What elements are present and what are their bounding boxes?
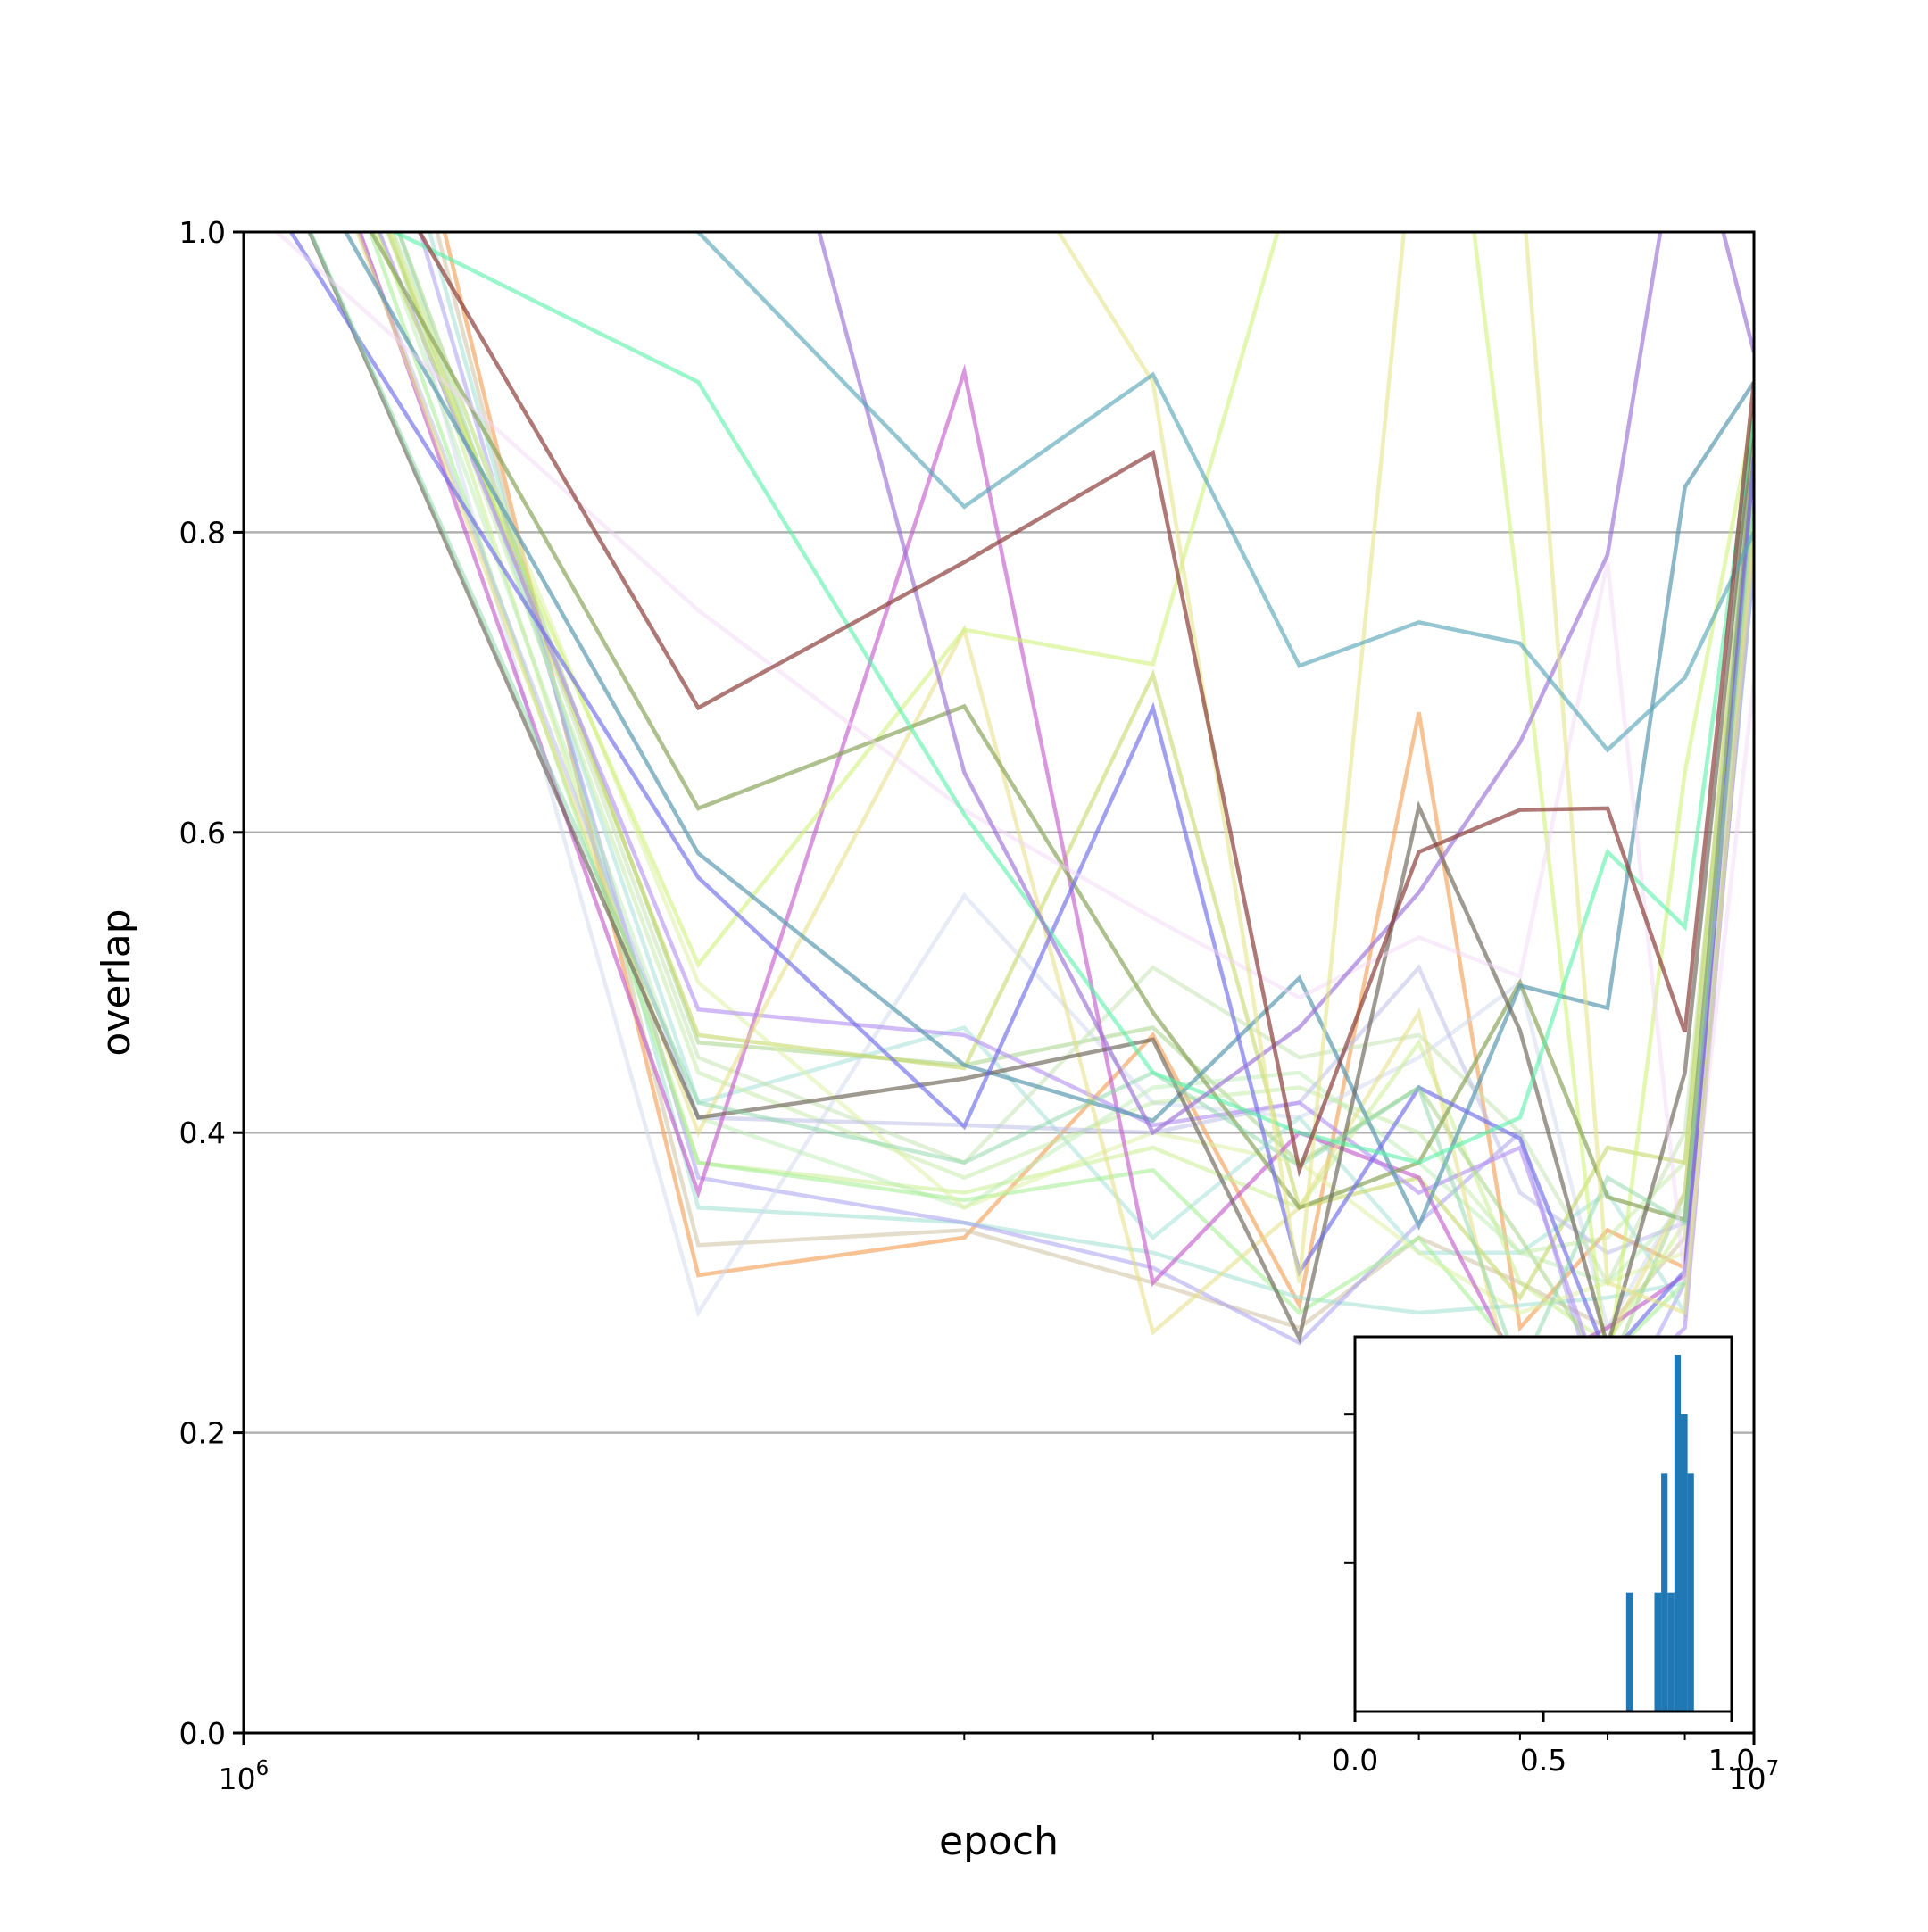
- series-line-28: [1056, 232, 1754, 1316]
- series-line-16: [357, 232, 1754, 1376]
- inset-histogram: 0.0 0.5 1.0: [1332, 1335, 1755, 1778]
- series-line-24: [308, 232, 1754, 1379]
- series-line-30: [417, 232, 1754, 1178]
- axis-ticks: 0.0 0.2 0.4 0.6 0.8 1.0 106 107: [179, 215, 1780, 1796]
- inset-axis-ticks: 0.0 0.5 1.0: [1332, 1413, 1755, 1778]
- inset-histogram-bar: [1625, 1592, 1633, 1712]
- x-tick-label: 107: [1729, 1757, 1780, 1796]
- y-tick-label: 0.4: [179, 1115, 226, 1150]
- series-line-15: [356, 232, 1754, 1256]
- series-line-22: [307, 232, 1754, 1354]
- x-axis-label: epoch: [939, 1819, 1059, 1864]
- inset-histogram-bar: [1667, 1592, 1675, 1712]
- y-tick-label: 0.8: [179, 515, 226, 550]
- series-line-21: [343, 232, 1754, 1231]
- inset-histogram-bar: [1654, 1592, 1662, 1712]
- series-line-5: [390, 232, 1754, 1333]
- series-line-29: [694, 232, 1754, 753]
- y-tick-label: 0.0: [179, 1716, 226, 1751]
- inset-histogram-bar: [1681, 1414, 1688, 1712]
- y-tick-label: 1.0: [179, 215, 226, 250]
- inset-bars: [1625, 1355, 1694, 1712]
- series-line-13: [368, 232, 1754, 1360]
- series-line-27: [817, 232, 1754, 1136]
- series-line-12: [386, 232, 1754, 1302]
- y-axis-label: overlap: [94, 908, 139, 1056]
- inset-histogram-bar: [1687, 1473, 1694, 1712]
- line-series-group: [274, 232, 1754, 1439]
- inset-histogram-bar: [1661, 1473, 1668, 1712]
- inset-x-tick-label: 1.0: [1708, 1743, 1755, 1778]
- inset-x-tick-label: 0.0: [1332, 1743, 1378, 1778]
- series-line-23: [288, 232, 1754, 1362]
- x-tick-label: 106: [219, 1757, 270, 1796]
- inset-histogram-bar: [1674, 1355, 1682, 1712]
- y-tick-label: 0.2: [179, 1416, 226, 1451]
- series-line-3: [428, 232, 1754, 1315]
- series-line-11: [377, 232, 1754, 1285]
- plot-frame: [242, 230, 1756, 1735]
- series-line-19: [373, 232, 1754, 1373]
- y-tick-label: 0.6: [179, 816, 226, 850]
- series-line-18: [354, 232, 1754, 1422]
- inset-x-tick-label: 0.5: [1520, 1743, 1566, 1778]
- series-line-26: [390, 232, 1754, 1165]
